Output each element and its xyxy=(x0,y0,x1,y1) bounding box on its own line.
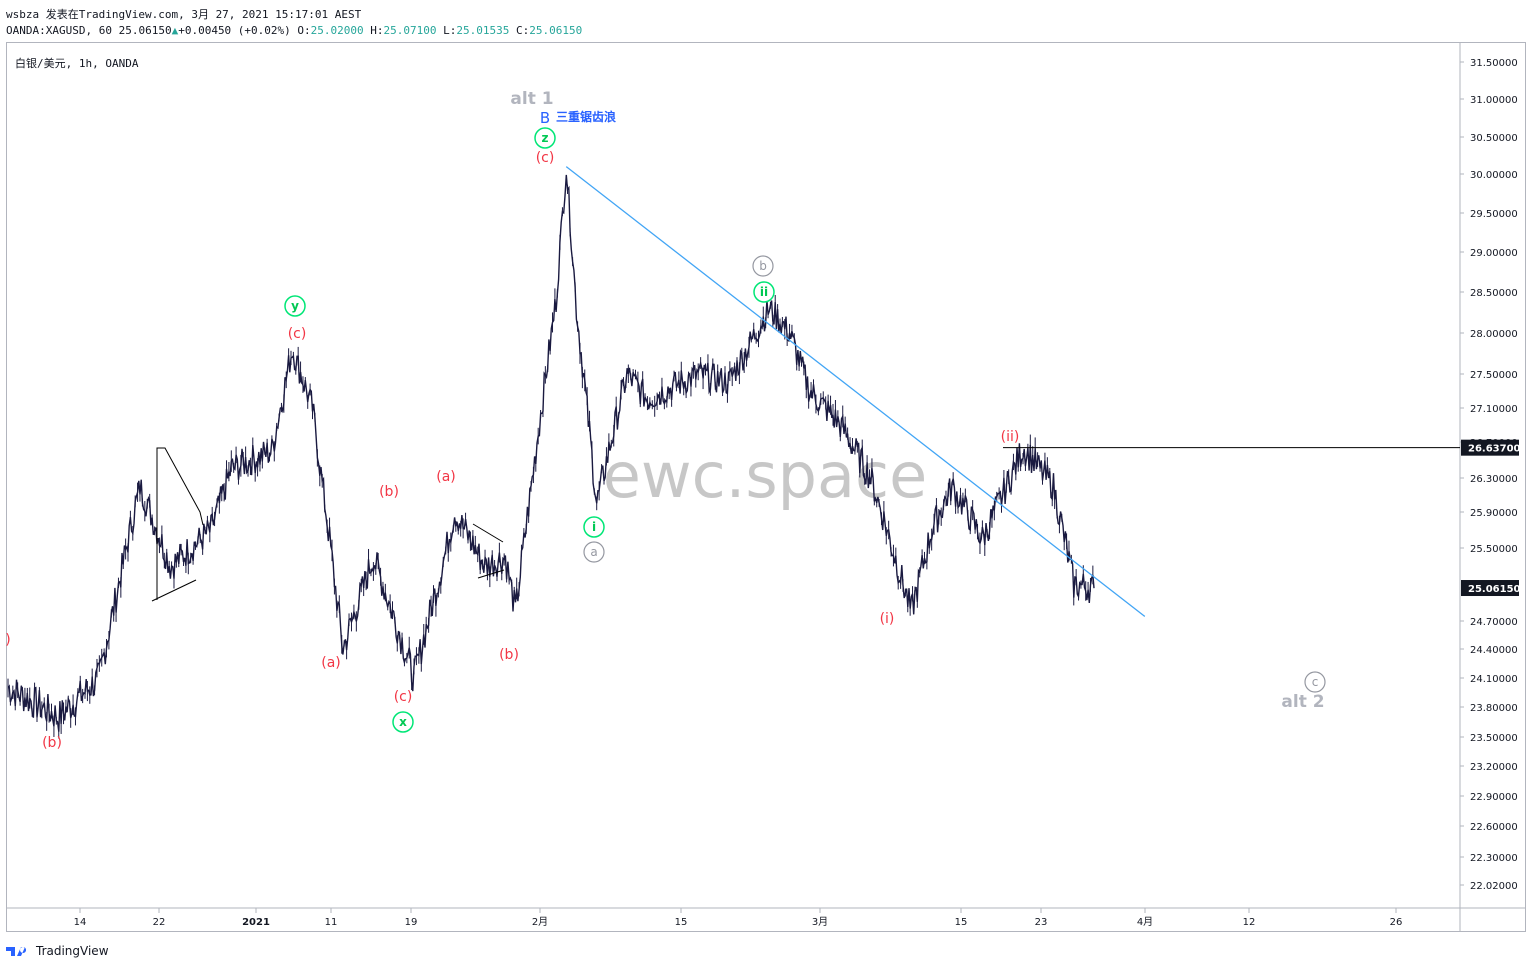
price-tick-label: 29.00000 xyxy=(1470,248,1518,259)
wave-label-red: (a) xyxy=(321,655,341,671)
wave-label-red: (b) xyxy=(379,484,399,500)
price-tag xyxy=(1461,439,1519,456)
alt-label: alt 1 xyxy=(510,89,553,109)
time-tick-label: 11 xyxy=(325,917,338,928)
wave-label-green: y xyxy=(291,299,299,313)
wave-circle-gray xyxy=(583,541,605,563)
time-tick-label: 23 xyxy=(1035,917,1048,928)
time-tick-label: 4月 xyxy=(1137,916,1153,928)
wave-label-red: (c) xyxy=(394,689,413,705)
symbol-price: OANDA:XAGUSD, 60 25.06150 xyxy=(6,24,172,37)
price-tick-label: 29.50000 xyxy=(1470,209,1518,220)
price-tick-label: 31.50000 xyxy=(1470,58,1518,69)
time-tick-label: 26 xyxy=(1390,917,1403,928)
price-tick-label: 30.50000 xyxy=(1470,133,1518,144)
wave-annotations: (b)(c)(a)(b)(c)(a)(b)(c)(i)(ii))yxziiiab… xyxy=(5,89,1326,751)
price-tick-label: 22.30000 xyxy=(1470,853,1518,864)
time-axis[interactable]: 14 22 2021 11 19 2月 15 3月 15 23 4月 12 26 xyxy=(74,908,1403,928)
wave-label-red: (i) xyxy=(880,611,895,627)
price-tick-label: 22.90000 xyxy=(1470,792,1518,803)
close-value: 25.06150 xyxy=(529,24,583,37)
price-tick-label: 28.00000 xyxy=(1470,329,1518,340)
price-tick-label: 25.90000 xyxy=(1470,508,1518,519)
high-label: H: xyxy=(370,24,384,37)
wave-label-green: ii xyxy=(760,285,768,299)
time-tick-label: 22 xyxy=(153,917,166,928)
triangle-drawing-1[interactable] xyxy=(151,447,204,602)
low-value: 25.01535 xyxy=(456,24,510,37)
wave-circle-gray xyxy=(752,255,774,277)
price-series xyxy=(7,174,1095,739)
symbol-label: 白银/美元, 1h, OANDA xyxy=(15,57,139,70)
wave-label-gray: a xyxy=(590,545,597,559)
price-path xyxy=(7,174,1095,732)
ohlc-header: OANDA:XAGUSD, 60 25.06150▲+0.00450 (+0.0… xyxy=(6,24,582,37)
price-tick-label: 24.70000 xyxy=(1470,617,1518,628)
price-tick-label: 24.10000 xyxy=(1470,674,1518,685)
wave-circle-gray xyxy=(1304,671,1326,693)
price-tag-label: 26.63700 xyxy=(1468,444,1521,455)
wave-circle-green xyxy=(284,295,306,317)
trendline[interactable] xyxy=(565,166,1146,617)
time-tick-label: 19 xyxy=(405,917,418,928)
alt-label: alt 2 xyxy=(1281,692,1324,712)
open-label: O: xyxy=(297,24,311,37)
wave-circle-green xyxy=(583,516,605,538)
wave-label-gray: b xyxy=(759,259,767,273)
price-tick-label: 26.30000 xyxy=(1470,474,1518,485)
triangle-drawing-2[interactable] xyxy=(472,523,505,579)
price-tick-label: 22.02000 xyxy=(1470,881,1518,892)
price-tick-label: 31.00000 xyxy=(1470,95,1518,106)
wave-label-red: (a) xyxy=(436,469,456,485)
chart-frame[interactable] xyxy=(6,42,1526,932)
low-label: L: xyxy=(443,24,457,37)
time-tick-label: 3月 xyxy=(812,916,828,928)
wave-label-red: (b) xyxy=(42,735,62,751)
price-tick-label: 25.50000 xyxy=(1470,544,1518,555)
price-tick-label: 22.60000 xyxy=(1470,822,1518,833)
time-tick-label: 15 xyxy=(675,917,688,928)
time-tick-label: 12 xyxy=(1243,917,1256,928)
wave-label-red: ) xyxy=(5,632,10,648)
tradingview-logo-icon xyxy=(6,947,27,956)
price-tick-label: 24.40000 xyxy=(1470,645,1518,656)
wave-circle-green xyxy=(392,711,414,733)
price-tick-label: 27.50000 xyxy=(1470,370,1518,381)
time-tick-label: 2月 xyxy=(532,916,548,928)
price-tags: 26.63700 25.06150 xyxy=(1461,439,1521,597)
price-axis[interactable]: 31.50000 31.00000 30.50000 30.00000 29.50000… xyxy=(1460,58,1518,892)
wave-comment-blue: 三重锯齿浪 xyxy=(556,109,616,124)
price-tick-label: 23.80000 xyxy=(1470,703,1518,714)
up-arrow-icon: ▲ xyxy=(171,24,179,37)
price-tag xyxy=(1461,580,1519,597)
high-value: 25.07100 xyxy=(383,24,437,37)
wave-label-gray: c xyxy=(1312,675,1319,689)
open-value: 25.02000 xyxy=(310,24,364,37)
time-tick-label: 2021 xyxy=(242,917,270,928)
wave-circle-green xyxy=(534,127,556,149)
time-tick-label: 14 xyxy=(74,917,87,928)
price-change: +0.00450 (+0.02%) xyxy=(178,24,291,37)
wave-label-green: x xyxy=(399,715,407,729)
tradingview-logo[interactable]: TradingView xyxy=(6,944,109,958)
footer-brand: TradingView xyxy=(36,944,109,958)
wave-label-red: (b) xyxy=(499,647,519,663)
wave-label-red: (c) xyxy=(288,326,307,342)
publish-info: wsbza 发表在TradingView.com, 3月 27, 2021 15… xyxy=(6,8,362,21)
price-tag-label: 25.06150 xyxy=(1468,584,1521,595)
wave-circle-green xyxy=(753,281,775,303)
price-tick-label: 23.50000 xyxy=(1470,733,1518,744)
wave-label-green: i xyxy=(592,520,596,534)
close-label: C: xyxy=(516,24,530,37)
time-tick-label: 15 xyxy=(955,917,968,928)
price-tick-label: 23.20000 xyxy=(1470,762,1518,773)
wave-label-red: (ii) xyxy=(1001,429,1020,445)
price-tick-label: 27.10000 xyxy=(1470,404,1518,415)
price-tick-label: 28.50000 xyxy=(1470,288,1518,299)
wave-label-blue: B xyxy=(540,109,550,127)
wave-label-green: z xyxy=(542,131,549,145)
wave-label-red: (c) xyxy=(536,150,555,166)
price-tick-label: 30.00000 xyxy=(1470,170,1518,181)
